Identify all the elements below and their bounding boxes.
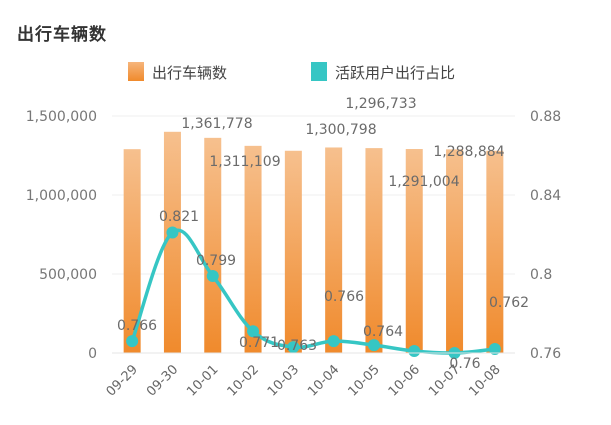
bar	[365, 148, 383, 353]
bar	[284, 150, 302, 353]
line-data-label: 0.766	[117, 318, 157, 334]
y-right-tick-label: 0.8	[530, 267, 552, 283]
line-point	[247, 325, 260, 338]
y-right-tick-label: 0.76	[530, 346, 561, 362]
line-point	[488, 343, 501, 356]
line-path	[130, 228, 497, 355]
bar-data-label: 1,291,004	[388, 174, 459, 190]
bar	[123, 149, 141, 353]
line-data-label: 0.766	[324, 289, 364, 305]
line-point	[287, 341, 300, 354]
y-left-tick-label: 0	[88, 346, 97, 362]
x-tick-label: 10-07	[426, 362, 463, 399]
y-left-tick-label: 500,000	[39, 267, 97, 283]
line-point	[206, 269, 219, 282]
legend-label-line: 活跃用户出行占比	[335, 64, 455, 82]
bar	[244, 145, 262, 353]
x-tick-label: 10-06	[386, 362, 423, 399]
line-data-label: 0.764	[363, 324, 403, 340]
x-tick-label: 09-30	[144, 362, 181, 399]
bar	[325, 147, 343, 353]
legend: 出行车辆数 活跃用户出行占比	[128, 62, 455, 82]
y-left-tick-label: 1,000,000	[26, 188, 97, 204]
line-point	[126, 335, 139, 348]
x-tick-label: 10-02	[225, 362, 262, 399]
line-series	[126, 226, 501, 359]
line-point	[408, 345, 421, 358]
legend-swatch-bar	[128, 62, 144, 81]
x-tick-label: 10-04	[305, 362, 342, 399]
line-point	[367, 339, 380, 352]
line-data-label: 0.762	[489, 295, 529, 311]
x-tick-label: 10-01	[184, 362, 221, 399]
bar	[163, 131, 181, 353]
legend-label-bar: 出行车辆数	[152, 64, 227, 82]
bar	[204, 137, 222, 353]
line-data-label: 0.821	[159, 209, 199, 225]
line-data-label: 0.76	[449, 356, 480, 372]
y-right-tick-label: 0.88	[530, 109, 561, 125]
y-right-tick-label: 0.84	[530, 188, 561, 204]
line-data-label: 0.771	[239, 335, 279, 351]
y-left-tick-label: 1,500,000	[26, 109, 97, 125]
legend-swatch-line	[311, 62, 327, 81]
x-tick-label: 10-05	[345, 362, 382, 399]
bar-data-label: 1,296,733	[345, 96, 416, 112]
chart-title: 出行车辆数	[17, 25, 107, 45]
bar	[446, 149, 464, 353]
bar-data-label: 1,288,884	[433, 144, 504, 160]
data-labels: 1,361,778 1,311,109 1,300,798 1,296,733 1,29…	[117, 96, 529, 372]
bar-data-label: 1,361,778	[181, 116, 252, 132]
line-point	[166, 226, 179, 239]
bars	[123, 131, 504, 353]
x-tick-label: 10-03	[265, 362, 302, 399]
line-data-label: 0.763	[277, 338, 317, 354]
x-tick-label: 09-29	[104, 362, 141, 399]
line-data-label: 0.799	[196, 253, 236, 269]
bar-data-label: 1,311,109	[209, 154, 280, 170]
bar	[405, 149, 423, 353]
bar	[486, 150, 504, 353]
bar-data-label: 1,300,798	[305, 122, 376, 138]
line-point	[327, 335, 340, 348]
